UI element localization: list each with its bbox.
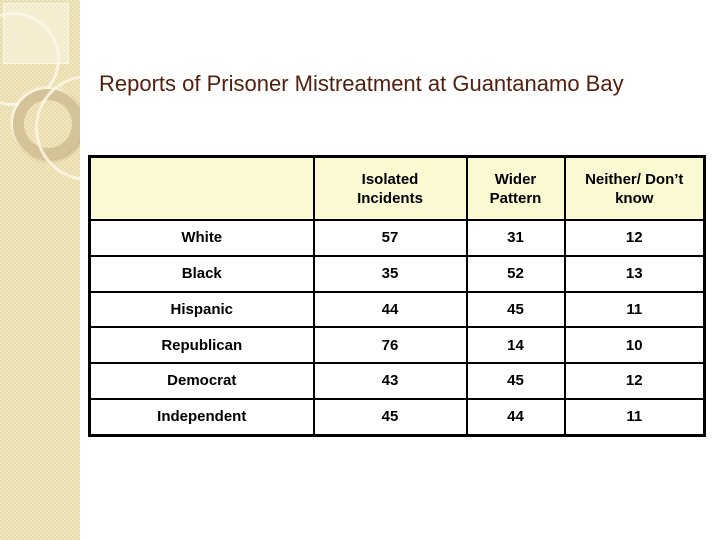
data-cell: 43	[312, 362, 468, 400]
row-label: White	[88, 219, 315, 257]
data-cell: 11	[563, 397, 706, 437]
data-cell: 45	[465, 290, 566, 329]
row-label: Democrat	[88, 362, 315, 400]
data-cell: 44	[465, 397, 566, 437]
row-label: Republican	[88, 326, 315, 364]
data-cell: 45	[312, 397, 468, 437]
data-cell: 13	[563, 254, 706, 293]
table-row: Hispanic 44 45 11	[88, 290, 706, 329]
data-cell: 52	[465, 254, 566, 293]
data-cell: 12	[563, 219, 706, 257]
decorative-sidebar	[0, 0, 80, 540]
data-cell: 10	[563, 326, 706, 364]
row-label: Black	[88, 254, 315, 293]
row-label: Independent	[88, 397, 315, 437]
data-cell: 44	[312, 290, 468, 329]
table-row: White 57 31 12	[88, 219, 706, 257]
table-row: Republican 76 14 10	[88, 326, 706, 364]
data-cell: 12	[563, 362, 706, 400]
data-cell: 11	[563, 290, 706, 329]
data-cell: 57	[312, 219, 468, 257]
data-cell: 45	[465, 362, 566, 400]
data-cell: 14	[465, 326, 566, 364]
row-label: Hispanic	[88, 290, 315, 329]
poll-results-table: Isolated Incidents Wider Pattern Neither…	[88, 155, 706, 437]
column-header-wider-pattern: Wider Pattern	[465, 155, 566, 221]
header-row: Isolated Incidents Wider Pattern Neither…	[88, 155, 706, 221]
column-header-neither-dont-know: Neither/ Don’t know	[563, 155, 706, 221]
data-cell: 76	[312, 326, 468, 364]
slide-title: Reports of Prisoner Mistreatment at Guan…	[99, 71, 624, 96]
column-header-isolated-incidents: Isolated Incidents	[312, 155, 468, 221]
column-header-empty	[88, 155, 315, 221]
table-row: Independent 45 44 11	[88, 397, 706, 437]
data-cell: 31	[465, 219, 566, 257]
table-row: Black 35 52 13	[88, 254, 706, 293]
table-row: Democrat 43 45 12	[88, 362, 706, 400]
data-cell: 35	[312, 254, 468, 293]
